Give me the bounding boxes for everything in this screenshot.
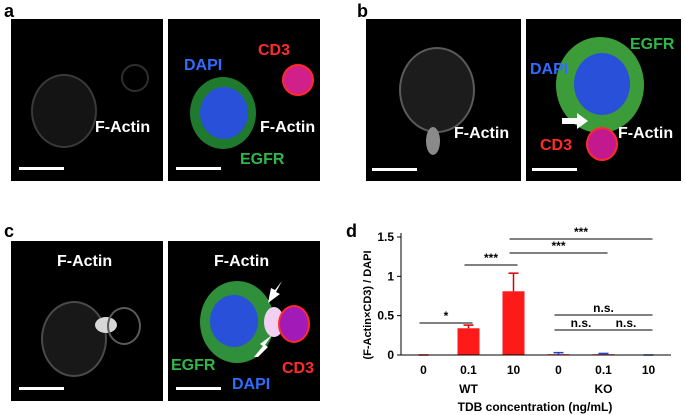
label-egfr: EGFR <box>240 151 285 168</box>
cell-outline <box>107 307 141 345</box>
label-factin: F-Actin <box>214 253 270 270</box>
panel-label-b: b <box>357 1 368 21</box>
micrograph-a-factin: F-Actin <box>11 19 163 181</box>
tcell <box>282 64 314 96</box>
label-dapi: DAPI <box>530 61 569 78</box>
arrow-icon <box>562 113 588 129</box>
label-factin: F-Actin <box>57 253 113 270</box>
group-label: KO <box>595 382 613 396</box>
bar <box>457 328 480 355</box>
micrograph-a-merge: DAPI CD3 F-Actin EGFR <box>168 19 320 181</box>
label-cd3: CD3 <box>258 42 291 59</box>
cell-outline <box>121 64 149 92</box>
significance-label: *** <box>484 251 498 265</box>
label-factin: F-Actin <box>95 119 151 136</box>
nucleus <box>210 295 258 347</box>
label-factin: F-Actin <box>618 125 674 142</box>
x-tick-label: 10 <box>507 363 521 377</box>
tcell <box>586 127 618 161</box>
group-label: WT <box>459 382 478 396</box>
label-cd3: CD3 <box>540 137 573 154</box>
axes-layer: 0 0.5 1 1.5 0 0.1 10 0 0.1 10 WT KO <box>377 230 671 396</box>
cell-outline <box>399 47 475 133</box>
scale-bar <box>19 387 64 390</box>
label-dapi: DAPI <box>184 57 223 74</box>
cell-outline <box>31 74 97 148</box>
tcell <box>278 305 310 343</box>
y-tick-label: 0 <box>387 348 394 362</box>
panel-label-c: c <box>4 221 15 241</box>
y-tick-label: 1.5 <box>377 230 394 244</box>
label-factin: F-Actin <box>454 125 510 142</box>
x-tick-label: 0.1 <box>460 363 477 377</box>
significance-label: n.s. <box>571 316 592 330</box>
label-egfr: EGFR <box>171 357 216 374</box>
significance-label: n.s. <box>593 301 614 315</box>
nucleus <box>574 53 630 115</box>
significance-label: *** <box>551 239 565 253</box>
bars-layer <box>418 272 654 356</box>
micrograph-b-factin: F-Actin <box>366 19 521 181</box>
arrow-icon <box>254 335 272 357</box>
cell-outline <box>41 301 107 377</box>
label-factin: F-Actin <box>260 119 316 136</box>
significance-label: *** <box>574 225 588 239</box>
y-axis-label: (F-Actin×CD3) / DAPI <box>362 250 374 359</box>
x-axis-label: TDB concentration (ng/mL) <box>458 400 613 414</box>
x-tick-label: 0 <box>420 363 427 377</box>
scale-bar <box>176 387 221 390</box>
micrograph-c-merge: F-Actin EGFR DAPI CD3 <box>168 241 320 401</box>
scale-bar <box>532 168 577 171</box>
arrow-icon <box>268 281 282 303</box>
nucleus <box>200 87 248 139</box>
significance-layer: **********n.s. n.s.n.s. <box>419 225 653 331</box>
micrograph-b-merge: EGFR DAPI CD3 F-Actin <box>526 19 681 181</box>
x-tick-label: 10 <box>642 363 656 377</box>
micrograph-c-factin: F-Actin <box>11 241 163 401</box>
x-tick-label: 0.1 <box>595 363 612 377</box>
label-egfr: EGFR <box>630 36 675 53</box>
y-tick-label: 0.5 <box>377 309 394 323</box>
scale-bar <box>19 167 64 170</box>
label-dapi: DAPI <box>232 376 271 393</box>
significance-label: n.s. <box>616 316 637 330</box>
cell-protrusion <box>426 127 440 155</box>
panel-label-a: a <box>4 1 15 21</box>
scale-bar <box>176 167 221 170</box>
bar <box>502 291 525 355</box>
label-cd3: CD3 <box>282 360 315 377</box>
scale-bar <box>372 168 417 171</box>
x-tick-label: 0 <box>555 363 562 377</box>
bar-chart: **********n.s. n.s.n.s. 00.511.50 0.1 10 0 0.… <box>362 225 671 414</box>
significance-label: * <box>444 309 449 323</box>
panel-label-d: d <box>346 221 357 241</box>
y-tick-label: 1 <box>387 269 394 283</box>
